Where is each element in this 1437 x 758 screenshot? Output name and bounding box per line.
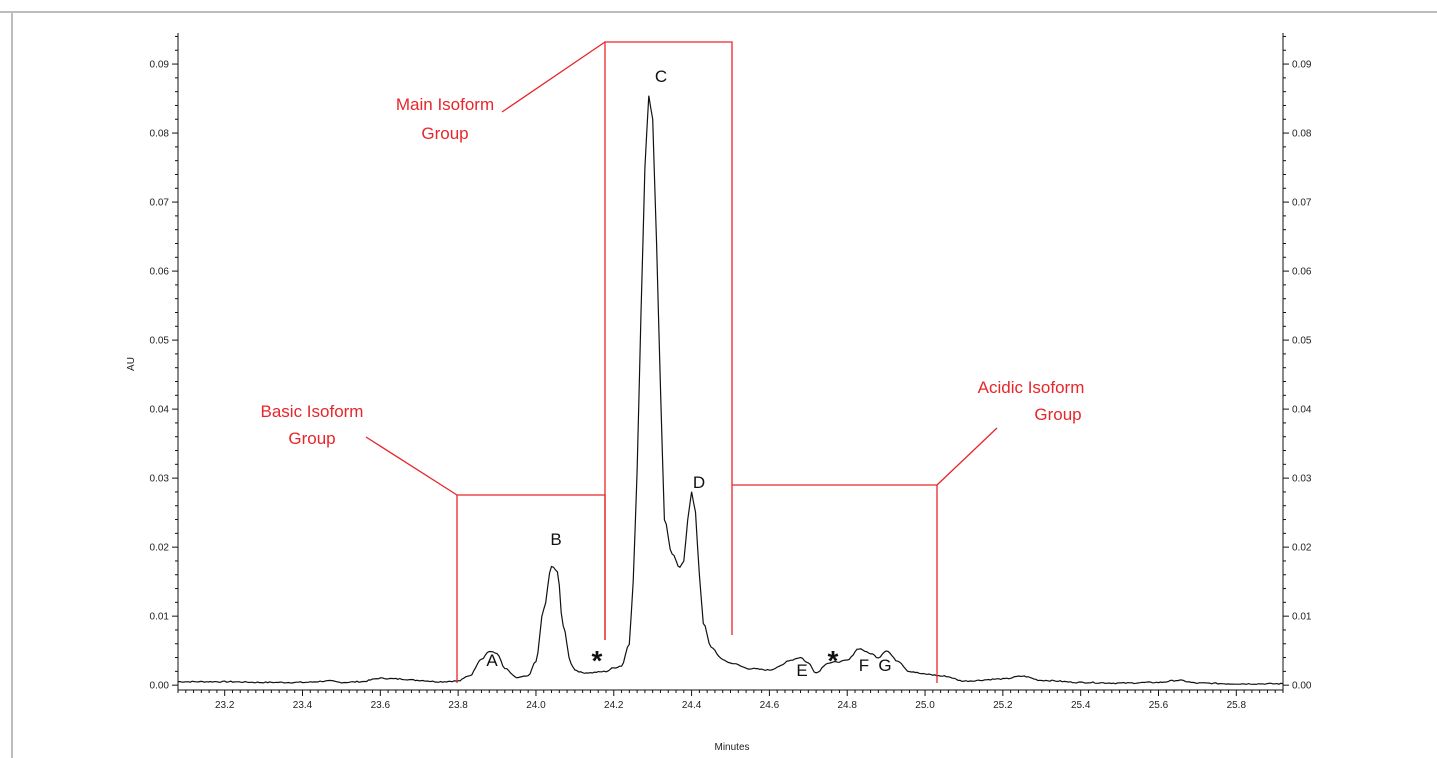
main-group-bracket [604,41,733,640]
basic-group-label-line2: Group [288,429,335,448]
frame-left-border [11,11,13,758]
y-ticks: 0.00 0.00 0.01 0.01 0.02 0.02 0.03 0.03 0.04 0.04… [150,35,1312,692]
x-tick-label: 25.0 [915,700,935,711]
main-group-label-line1: Main Isoform [396,95,494,114]
basic-group-bracket [456,494,606,683]
y-tick-label-right: 0.04 [1292,405,1312,416]
x-axis-label: Minutes [714,742,749,753]
y-tick-label-right: 0.01 [1292,612,1312,623]
peak-label-e: E [796,661,807,680]
group-labels: Main Isoform Group Basic Isoform Group A… [261,95,1085,448]
x-tick-label: 24.4 [682,700,702,711]
y-tick-label-right: 0.07 [1292,198,1312,209]
x-tick-label: 24.2 [604,700,624,711]
x-tick-label: 23.2 [215,700,235,711]
y-tick-label-left: 0.00 [150,681,170,692]
x-tick-label: 25.6 [1149,700,1169,711]
y-tick-label-right: 0.08 [1292,129,1312,140]
peak-label-f: F [859,656,869,675]
x-tick-label: 24.6 [760,700,780,711]
chromatogram-trace [177,95,1284,685]
y-tick-label-left: 0.01 [150,612,170,623]
y-tick-label-right: 0.06 [1292,267,1312,278]
x-tick-label: 25.8 [1227,700,1247,711]
peak-label-g: G [878,656,891,675]
peak-label-a: A [486,651,498,670]
y-tick-label-right: 0.05 [1292,336,1312,347]
basic-group-label-line1: Basic Isoform [261,402,364,421]
y-tick-label-right: 0.09 [1292,60,1312,71]
acidic-group-leader [936,427,998,486]
peak-label-star-1: * [592,645,603,676]
x-tick-label: 23.8 [448,700,468,711]
basic-group-leader [365,436,458,496]
axes [177,33,1284,691]
frame-top-border [0,11,1437,13]
y-tick-label-right: 0.00 [1292,681,1312,692]
peak-labels: A B C D E F G * * [486,67,891,680]
x-tick-label: 24.0 [526,700,546,711]
y-tick-label-left: 0.03 [150,474,170,485]
y-tick-label-right: 0.03 [1292,474,1312,485]
x-ticks: 23.2 23.4 23.6 23.8 24.0 24.2 24.4 24.6 24.8 25.0… [177,690,1284,711]
y-tick-label-left: 0.02 [150,543,170,554]
peak-label-star-2: * [828,645,839,676]
x-tick-label: 23.6 [371,700,391,711]
acidic-group-label-line1: Acidic Isoform [978,378,1085,397]
peak-label-b: B [550,530,561,549]
x-tick-label: 23.4 [293,700,313,711]
y-tick-label-left: 0.09 [150,60,170,71]
x-tick-label: 25.4 [1071,700,1091,711]
y-tick-label-left: 0.04 [150,405,170,416]
acidic-group-label-line2: Group [1034,405,1081,424]
peak-label-c: C [655,67,667,86]
y-tick-label-left: 0.08 [150,129,170,140]
main-group-leader [501,41,606,113]
main-group-label-line2: Group [421,124,468,143]
y-tick-label-left: 0.06 [150,267,170,278]
y-tick-label-left: 0.07 [150,198,170,209]
y-tick-label-left: 0.05 [150,336,170,347]
y-tick-label-right: 0.02 [1292,543,1312,554]
y-axis-label: AU [126,357,137,371]
x-tick-label: 24.8 [837,700,857,711]
peak-label-d: D [693,473,705,492]
isoform-group-brackets [365,41,998,683]
x-tick-label: 25.2 [993,700,1013,711]
